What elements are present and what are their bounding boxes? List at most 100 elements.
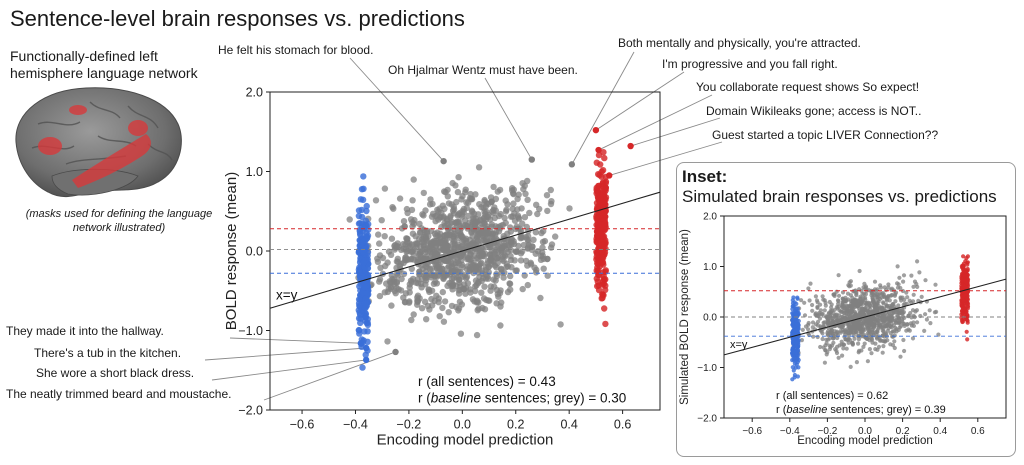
baseline-point [915,259,920,264]
brain-temporal-lobe [51,168,139,196]
baseline-point [444,282,451,290]
leader-line-suppress [229,337,361,344]
baseline-point [822,360,827,365]
drive-point [597,192,604,199]
baseline-point [867,338,872,343]
baseline-point [426,245,433,252]
x-axis-label: Encoding model prediction [377,432,554,449]
suppress-point [791,295,796,300]
drive-point [959,283,964,289]
baseline-point [439,288,446,296]
leader-line-drive [598,94,713,151]
suppress-point [355,212,363,220]
baseline-point [872,292,878,297]
baseline-point [500,239,507,246]
suppress-label-3: She wore a short black dress. [36,366,195,380]
baseline-point [473,331,481,339]
baseline-point [449,207,457,214]
baseline-point [432,242,439,249]
baseline-point [548,198,555,205]
baseline-point [447,214,454,221]
baseline-point [501,214,508,222]
baseline-point [873,341,878,346]
baseline-point [376,292,384,300]
baseline-point [531,264,538,271]
baseline-point [912,279,918,284]
y-tick-label: 2.0 [246,85,263,99]
baseline-point [427,196,434,203]
baseline-point [849,309,854,314]
baseline-point [426,201,434,208]
suppress-point [361,284,368,291]
baseline-point [806,320,811,326]
baseline-point [484,257,492,265]
baseline-point [815,319,821,324]
baseline-point [897,320,902,325]
highlighted-point [592,126,600,134]
baseline-point [495,212,503,220]
baseline-point [410,252,417,259]
baseline-point [402,254,409,261]
identity-label: x=y [276,287,298,302]
y-tick-label: −1.0 [238,324,263,338]
baseline-point [854,360,859,365]
baseline-point [841,346,846,351]
baseline-point [436,234,444,241]
baseline-point [517,257,525,264]
baseline-point [450,274,457,282]
baseline-point [458,301,466,308]
x-tick-label: −0.2 [397,418,422,432]
baseline-point [836,273,841,278]
highlighted-point [357,340,365,347]
baseline-point [463,204,470,212]
baseline-point [863,297,868,302]
baseline-point [839,314,844,319]
baseline-point [802,300,807,305]
drive-point [593,215,600,222]
x-tick-label: −0.4 [780,426,800,437]
baseline-point [526,209,533,217]
drive-point [959,276,964,281]
baseline-point [880,350,885,355]
baseline-point [799,298,804,303]
baseline-point [455,307,462,314]
baseline-point [431,230,439,237]
inset-panel [676,162,1016,457]
baseline-point [892,293,897,298]
baseline-point [486,243,494,251]
baseline-point [868,310,873,315]
baseline-point [443,235,451,242]
baseline-point [862,312,867,317]
suppress-point [362,310,370,318]
baseline-point [413,241,421,248]
baseline-point [911,323,916,328]
baseline-point [519,248,526,255]
baseline-point [459,233,466,240]
x-tick-label: −0.4 [343,418,368,432]
suppress-point [790,307,795,312]
baseline-point [493,270,500,278]
baseline-point [850,340,855,345]
baseline-point [835,344,840,349]
baseline-point [808,281,813,286]
baseline-point [873,306,879,311]
baseline-point [466,267,473,275]
baseline-point [500,274,507,281]
baseline-point [515,214,522,221]
baseline-point [440,213,447,220]
baseline-point [895,264,900,269]
main-scatter-chart: x=y −0.6 −0.4 −0.2 0.0 0.2 0.4 0.6 −2.0 −1.0 0.0 1.… [223,85,661,449]
baseline-point [909,273,914,278]
baseline-point [851,333,856,338]
stat-baseline-sentences: r (baseline sentences; grey) = 0.30 [418,391,626,406]
baseline-point [848,364,853,369]
baseline-point [870,330,875,335]
baseline-point [856,320,861,325]
baseline-point [806,286,811,291]
baseline-point [408,316,415,324]
baseline-point [524,196,531,203]
baseline-point [455,276,463,284]
suppress-point [792,375,797,380]
baseline-point [858,294,863,299]
baseline-point [882,312,887,317]
